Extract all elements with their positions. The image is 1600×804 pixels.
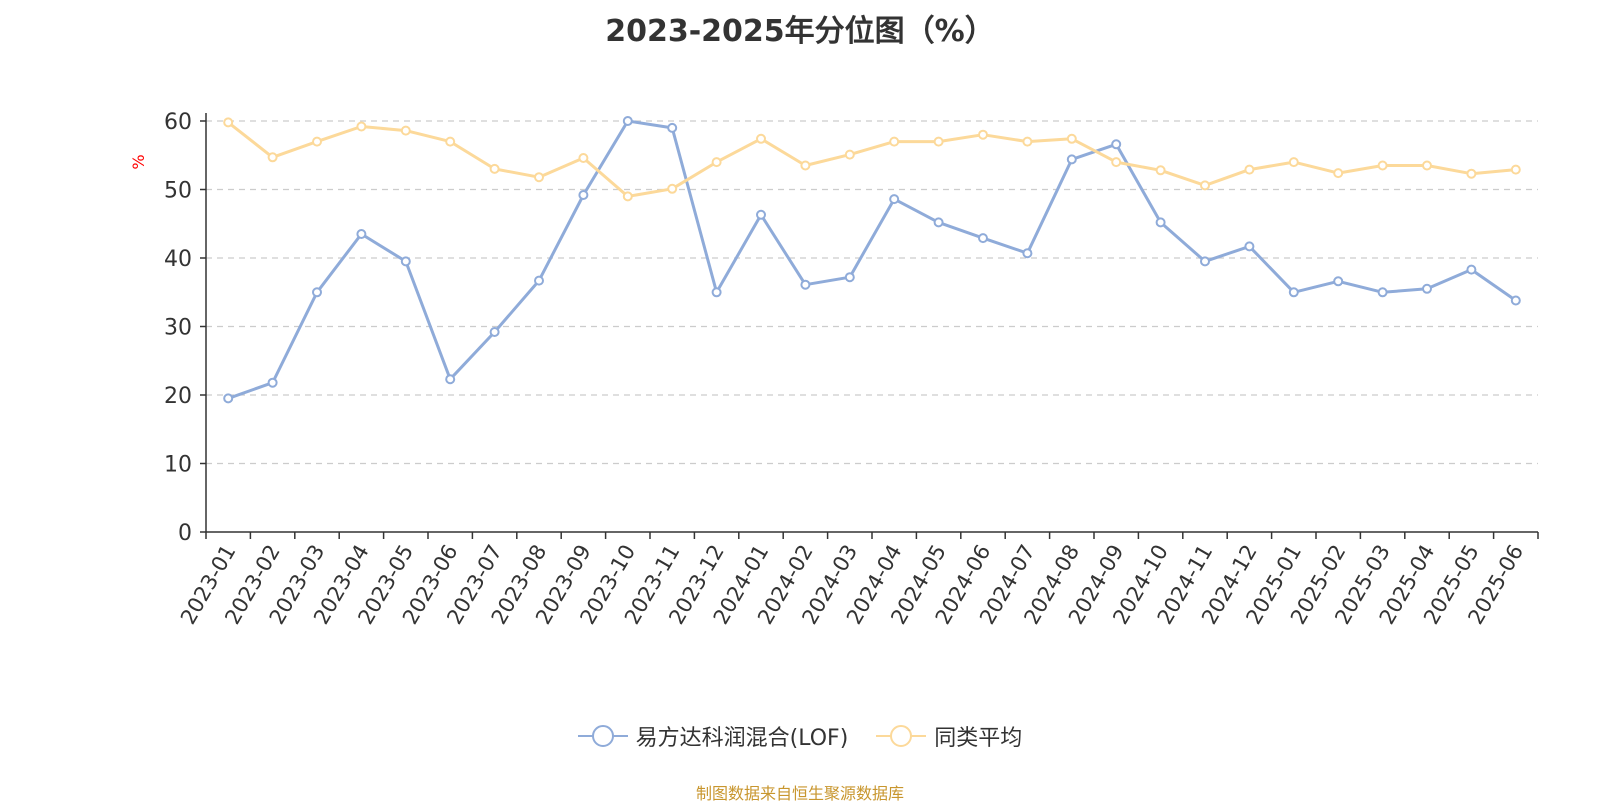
data-point-series-2 bbox=[356, 121, 367, 132]
legend-label-series-1: 易方达科润混合(LOF) bbox=[635, 726, 849, 751]
series-line-1 bbox=[227, 119, 1517, 400]
data-point-series-1 bbox=[1510, 295, 1521, 306]
data-point-series-1 bbox=[889, 194, 900, 205]
data-point-series-1 bbox=[578, 190, 589, 200]
data-point-series-2 bbox=[312, 136, 322, 147]
data-point-series-1 bbox=[711, 287, 722, 298]
data-point-series-1 bbox=[1066, 154, 1077, 165]
legend-item-series-1[interactable]: 易方达科润混合(LOF) bbox=[577, 720, 849, 752]
data-point-series-2 bbox=[1111, 157, 1122, 168]
y-tick-label: 20 bbox=[164, 384, 192, 409]
data-point-series-2 bbox=[578, 153, 589, 163]
data-point-series-1 bbox=[933, 217, 944, 228]
data-point-series-2 bbox=[844, 149, 855, 160]
data-point-series-2 bbox=[667, 183, 678, 194]
data-point-series-1 bbox=[1288, 287, 1299, 298]
legend-marker-series-1 bbox=[577, 725, 628, 747]
data-point-series-2 bbox=[1244, 164, 1255, 175]
data-point-series-1 bbox=[356, 229, 367, 239]
data-point-series-2 bbox=[800, 160, 811, 171]
data-point-series-1 bbox=[312, 287, 322, 298]
data-point-series-2 bbox=[489, 163, 500, 174]
data-point-series-1 bbox=[1155, 217, 1166, 228]
data-point-series-1 bbox=[1377, 287, 1388, 298]
data-point-series-2 bbox=[1377, 160, 1388, 171]
data-point-series-2 bbox=[622, 191, 633, 202]
data-point-series-2 bbox=[1066, 133, 1077, 144]
series-line-2 bbox=[227, 121, 1516, 198]
data-point-series-1 bbox=[489, 327, 500, 337]
chart-title: 2023-2025年分位图（%） bbox=[605, 14, 995, 49]
data-point-series-1 bbox=[1244, 241, 1255, 252]
y-tick-label: 40 bbox=[164, 247, 192, 272]
y-tick-label: 10 bbox=[164, 453, 192, 478]
legend-label-series-2: 同类平均 bbox=[934, 726, 1023, 751]
data-point-series-2 bbox=[1155, 165, 1166, 176]
axes: 01020304050602023-012023-022023-032023-0… bbox=[164, 110, 1539, 628]
data-point-series-2 bbox=[400, 125, 411, 136]
data-point-series-2 bbox=[711, 157, 722, 168]
data-point-series-1 bbox=[223, 393, 234, 404]
data-point-series-2 bbox=[889, 136, 900, 147]
series-lines bbox=[223, 116, 1521, 404]
data-point-series-1 bbox=[534, 275, 544, 286]
data-point-series-1 bbox=[1200, 256, 1210, 267]
data-point-series-1 bbox=[978, 233, 988, 244]
data-point-series-1 bbox=[800, 279, 811, 290]
data-point-series-1 bbox=[622, 116, 633, 126]
data-point-series-2 bbox=[223, 117, 234, 128]
data-point-series-2 bbox=[978, 129, 988, 140]
y-tick-label: 0 bbox=[178, 521, 192, 546]
data-point-series-2 bbox=[1288, 157, 1299, 168]
data-point-series-1 bbox=[1466, 264, 1477, 275]
data-point-series-2 bbox=[267, 152, 278, 163]
data-point-series-1 bbox=[1333, 276, 1344, 287]
data-point-series-2 bbox=[1022, 136, 1033, 147]
data-point-series-1 bbox=[667, 122, 678, 133]
data-point-series-2 bbox=[1466, 168, 1477, 179]
data-point-series-2 bbox=[1200, 180, 1210, 191]
legend: 易方达科润混合(LOF) 同类平均 bbox=[0, 720, 1600, 752]
data-point-series-1 bbox=[400, 256, 411, 267]
data-point-series-2 bbox=[1333, 168, 1344, 179]
legend-marker-series-2 bbox=[876, 725, 927, 747]
data-point-series-2 bbox=[756, 133, 766, 144]
data-point-series-1 bbox=[267, 377, 278, 388]
data-point-series-2 bbox=[933, 136, 944, 147]
data-point-series-1 bbox=[1422, 283, 1432, 294]
y-tick-label: 60 bbox=[164, 110, 192, 135]
data-point-series-2 bbox=[534, 172, 544, 183]
grid-lines bbox=[206, 120, 1538, 465]
data-source-footer: 制图数据来自恒生聚源数据库 bbox=[695, 784, 904, 803]
data-point-series-1 bbox=[445, 374, 456, 385]
y-tick-label: 30 bbox=[164, 316, 192, 341]
data-point-series-1 bbox=[1111, 139, 1122, 150]
data-point-series-1 bbox=[1022, 248, 1033, 259]
data-point-series-1 bbox=[844, 272, 855, 283]
y-axis-label: % bbox=[129, 154, 148, 169]
y-tick-label: 50 bbox=[164, 179, 192, 204]
data-point-series-1 bbox=[756, 209, 766, 220]
data-point-series-2 bbox=[1510, 164, 1521, 175]
legend-item-series-2[interactable]: 同类平均 bbox=[876, 720, 1022, 752]
data-point-series-2 bbox=[1422, 160, 1432, 171]
data-point-series-2 bbox=[445, 136, 456, 147]
